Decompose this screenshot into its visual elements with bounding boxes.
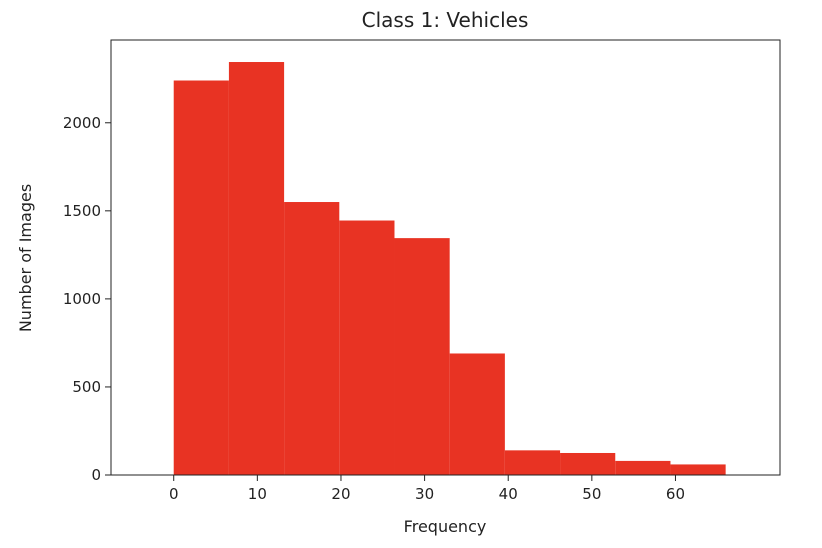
x-tick-label: 20 <box>331 485 350 503</box>
y-tick-label: 500 <box>72 378 101 396</box>
chart-title: Class 1: Vehicles <box>362 8 529 32</box>
x-tick-label: 60 <box>666 485 685 503</box>
x-tick-label: 0 <box>169 485 179 503</box>
y-tick-label: 2000 <box>63 114 101 132</box>
plot-frame <box>110 39 781 476</box>
x-tick-label: 10 <box>248 485 267 503</box>
x-tick-label: 30 <box>415 485 434 503</box>
y-axis-label: Number of Images <box>16 184 35 332</box>
histogram-bar <box>615 460 671 475</box>
y-tick-label: 1500 <box>63 202 101 220</box>
x-tick-label: 50 <box>582 485 601 503</box>
bars-layer <box>173 62 726 476</box>
x-axis-ticks: 0 10 20 30 40 50 60 <box>169 475 685 503</box>
histogram-bar <box>339 220 395 475</box>
histogram-bar <box>560 452 616 475</box>
x-axis-label: Frequency <box>404 517 487 536</box>
x-tick-label: 40 <box>499 485 518 503</box>
histogram-bar <box>670 464 726 475</box>
y-axis-ticks: 0 500 1000 1500 2000 <box>63 114 111 484</box>
histogram-bar <box>228 62 285 476</box>
y-tick-label: 0 <box>91 466 101 484</box>
y-tick-label: 1000 <box>63 290 101 308</box>
histogram-bar <box>449 353 505 475</box>
histogram-bar <box>173 80 229 475</box>
histogram-bar <box>394 238 450 475</box>
histogram-bar <box>284 202 340 475</box>
histogram-bar <box>504 450 561 475</box>
